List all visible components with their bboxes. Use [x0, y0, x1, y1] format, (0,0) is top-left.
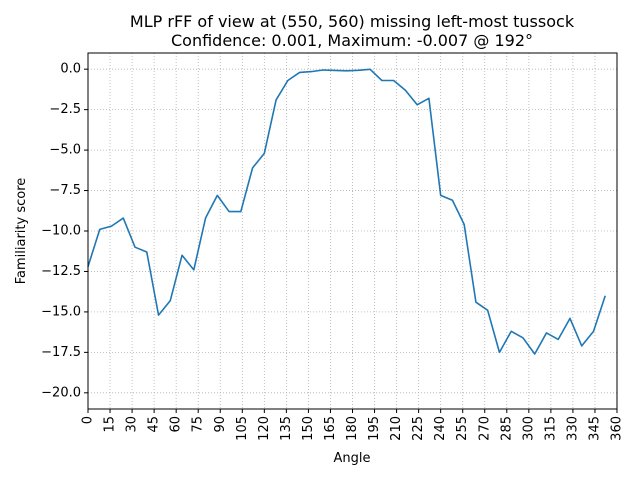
- x-tick-label: 330: [565, 416, 580, 441]
- x-tick-label: 255: [455, 416, 470, 441]
- x-tick-label: 30: [125, 416, 140, 433]
- x-tick-label: 75: [191, 416, 206, 433]
- y-tick-label: −20.0: [41, 385, 81, 400]
- y-tick-label: −15.0: [41, 304, 81, 319]
- x-tick-label: 0: [81, 416, 96, 424]
- x-tick-label: 315: [543, 416, 558, 441]
- x-tick-label: 345: [587, 416, 602, 441]
- x-tick-label: 195: [367, 416, 382, 441]
- y-tick-label: −10.0: [41, 224, 81, 239]
- y-tick-label: −2.5: [49, 102, 81, 117]
- x-tick-label: 165: [323, 416, 338, 441]
- y-axis-ticks: 0.0 −2.5 −5.0 −7.5 −10.0 −12.5 −15.0 −17.5 −20.0: [41, 62, 88, 400]
- x-tick-label: 210: [389, 416, 404, 441]
- x-tick-label: 270: [477, 416, 492, 441]
- chart-title-line2: Confidence: 0.001, Maximum: -0.007 @ 192…: [171, 31, 533, 50]
- x-tick-label: 120: [257, 416, 272, 441]
- x-axis-label: Angle: [334, 451, 371, 466]
- y-tick-label: 0.0: [60, 62, 81, 77]
- x-tick-label: 240: [433, 416, 448, 441]
- y-tick-label: −12.5: [41, 264, 81, 279]
- x-tick-label: 90: [213, 416, 228, 433]
- x-tick-label: 360: [610, 416, 625, 441]
- x-tick-label: 105: [235, 416, 250, 441]
- x-tick-label: 15: [103, 416, 118, 433]
- x-tick-label: 60: [169, 416, 184, 433]
- x-tick-label: 135: [279, 416, 294, 441]
- familiarity-line: [87, 68, 606, 355]
- x-tick-label: 180: [345, 416, 360, 441]
- y-tick-label: −17.5: [41, 345, 81, 360]
- x-axis-ticks: 0 15 30 45 60 75 90 105 120 135 150 165 180 195 210 225…: [81, 409, 625, 441]
- x-tick-label: 150: [301, 416, 316, 441]
- y-axis-label: Familiarity score: [14, 178, 29, 285]
- y-tick-label: −5.0: [49, 143, 81, 158]
- x-tick-label: 285: [499, 416, 514, 441]
- series-layer: [87, 68, 606, 355]
- y-tick-label: −7.5: [49, 183, 81, 198]
- x-tick-label: 225: [411, 416, 426, 441]
- chart-title-line1: MLP rFF of view at (550, 560) missing le…: [130, 12, 575, 31]
- x-tick-label: 45: [147, 416, 162, 433]
- x-tick-label: 300: [521, 416, 536, 441]
